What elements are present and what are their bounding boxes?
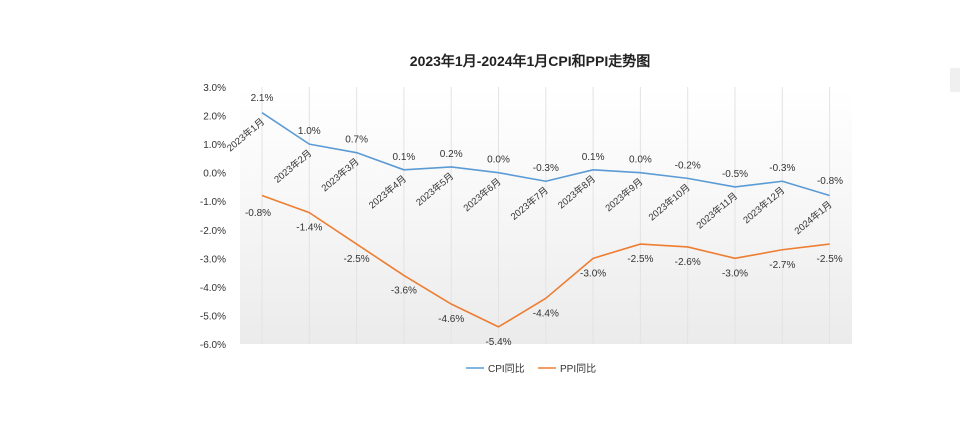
- legend-cpi-label: CPI同比: [488, 363, 525, 375]
- ppi-data-label: -5.4%: [485, 337, 511, 348]
- cpi-data-label: 0.7%: [345, 135, 368, 146]
- ppi-data-label: -4.6%: [438, 314, 464, 325]
- scroll-edge: [950, 68, 960, 92]
- y-tick-label: -5.0%: [200, 311, 226, 322]
- cpi-data-label: 0.1%: [393, 152, 416, 163]
- cpi-data-label: 0.1%: [582, 152, 605, 163]
- y-tick-label: 0.0%: [203, 169, 226, 180]
- cpi-data-label: 0.2%: [440, 149, 463, 160]
- ppi-data-label: -0.8%: [245, 208, 271, 219]
- ppi-series-line: [261, 194, 830, 328]
- y-tick-label: 1.0%: [203, 140, 226, 151]
- cpi-data-label: 0.0%: [487, 155, 510, 166]
- ppi-data-label: -2.5%: [817, 254, 843, 265]
- y-tick-label: 2.0%: [203, 112, 226, 123]
- y-tick-label: -6.0%: [200, 340, 226, 351]
- ppi-data-label: -2.7%: [769, 260, 795, 271]
- ppi-data-label: -4.4%: [533, 308, 559, 319]
- y-tick-label: 3.0%: [203, 83, 226, 94]
- ppi-data-label: -1.4%: [296, 223, 322, 234]
- cpi-data-label: 1.0%: [298, 126, 321, 137]
- y-tick-label: -2.0%: [200, 226, 226, 237]
- cpi-series-line: [261, 112, 830, 197]
- y-tick-label: -1.0%: [200, 197, 226, 208]
- y-tick-label: -4.0%: [200, 283, 226, 294]
- ppi-data-label: -2.5%: [627, 254, 653, 265]
- cpi-data-label: -0.8%: [817, 176, 843, 187]
- chart-title: 2023年1月-2024年1月CPI和PPI走势图: [410, 53, 650, 69]
- ppi-data-label: -2.5%: [344, 254, 370, 265]
- cpi-data-label: 0.0%: [629, 155, 652, 166]
- legend-ppi-label: PPI同比: [560, 363, 596, 375]
- ppi-data-label: -3.0%: [722, 268, 748, 279]
- cpi-data-label: -0.2%: [675, 160, 701, 171]
- ppi-data-label: -3.6%: [391, 285, 417, 296]
- cpi-data-label: -0.3%: [769, 163, 795, 174]
- y-tick-label: -3.0%: [200, 254, 226, 265]
- cpi-data-label: -0.3%: [533, 163, 559, 174]
- cpi-data-label: -0.5%: [722, 169, 748, 180]
- cpi-data-label: 2.1%: [251, 93, 274, 104]
- ppi-data-label: -2.6%: [675, 257, 701, 268]
- ppi-data-label: -3.0%: [580, 268, 606, 279]
